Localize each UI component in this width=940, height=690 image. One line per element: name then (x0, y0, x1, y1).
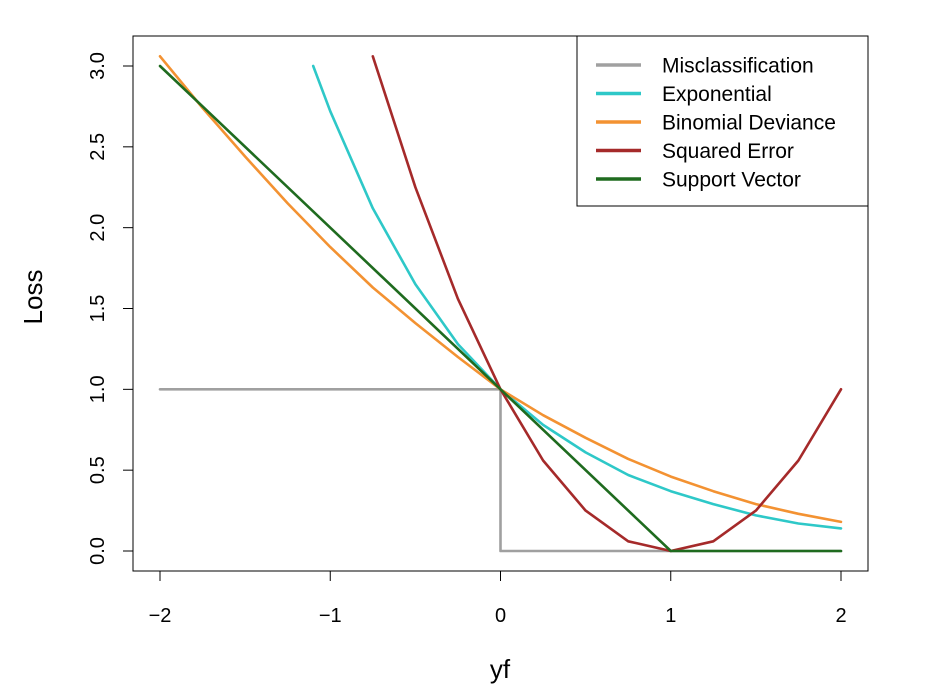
series-line-support-vector (158, 64, 843, 553)
series-line-exponential (311, 64, 843, 530)
y-tick-label: 1.0 (87, 375, 109, 403)
series-line-misclassification (158, 387, 843, 553)
series-line-squared-error (371, 54, 843, 553)
legend-label-exponential: Exponential (662, 83, 772, 106)
axes-layer: −2 −1 0 1 2 0.0 0.5 1.0 1.5 2.0 2.5 3.0 (87, 52, 847, 627)
x-tick-label: 1 (665, 605, 676, 627)
y-tick-label: 0.0 (87, 537, 109, 565)
series-layer (158, 54, 843, 553)
y-axis-label: Loss (18, 270, 48, 325)
legend: Misclassification Exponential Binomial Dev… (576, 35, 869, 207)
y-tick-label: 0.5 (87, 456, 109, 484)
y-tick-label: 3.0 (87, 52, 109, 80)
x-axis-label: yf (490, 654, 511, 684)
x-tick-label: 2 (835, 605, 846, 627)
x-tick-label: −1 (319, 605, 342, 627)
legend-label-support-vector: Support Vector (662, 169, 801, 192)
legend-label-misclassification: Misclassification (662, 55, 814, 78)
y-tick-label: 2.0 (87, 214, 109, 242)
x-tick-label: −2 (149, 605, 172, 627)
x-tick-label: 0 (495, 605, 506, 627)
legend-label-binomial-deviance: Binomial Deviance (662, 112, 836, 135)
y-tick-label: 2.5 (87, 133, 109, 161)
legend-label-squared-error: Squared Error (662, 140, 794, 163)
y-tick-label: 1.5 (87, 295, 109, 323)
